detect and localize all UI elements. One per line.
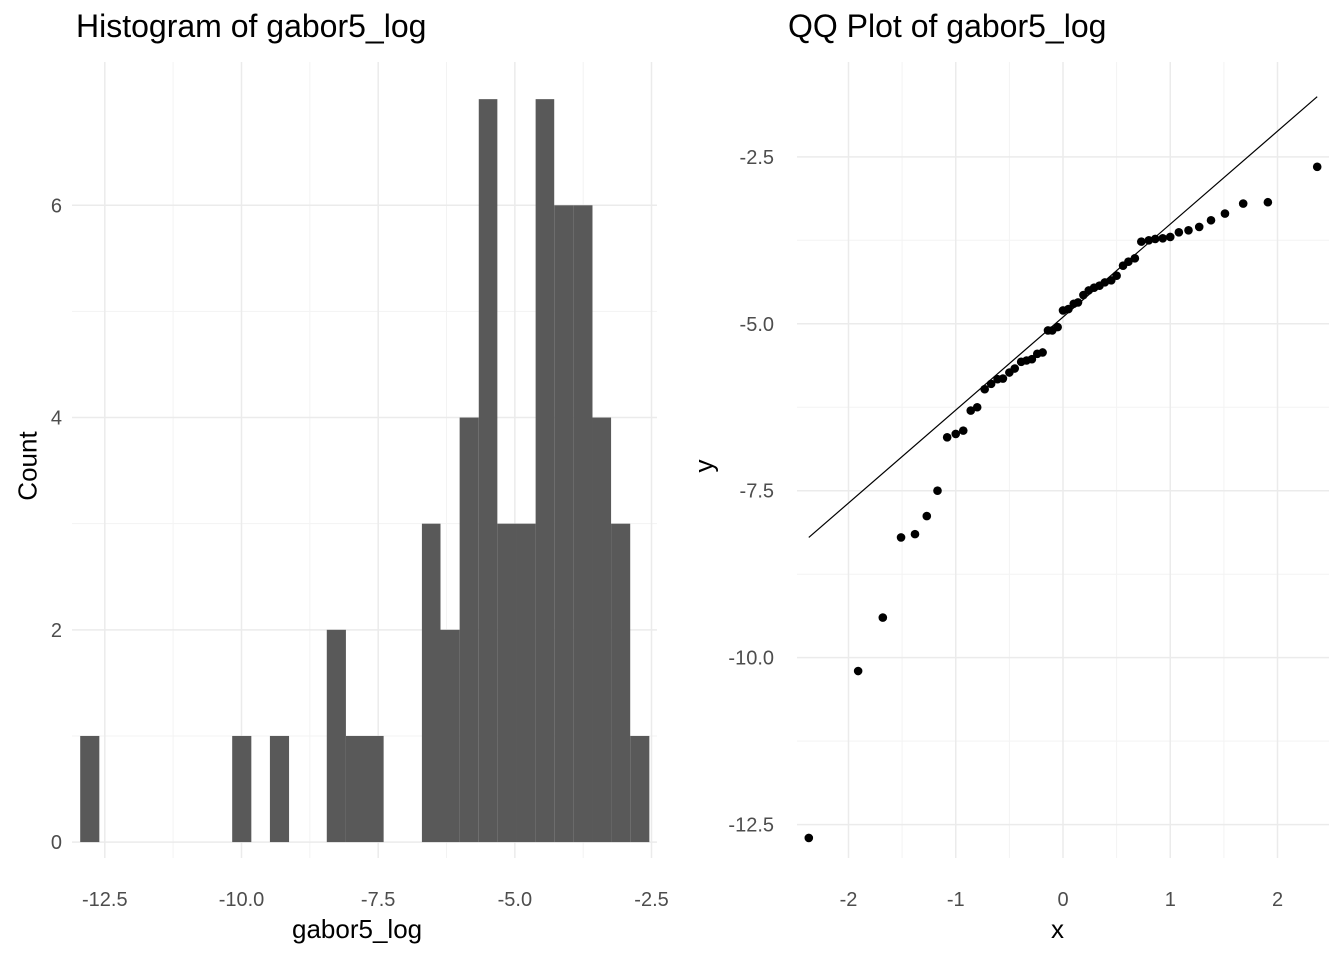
histogram-y-tick-label: 4 — [51, 408, 62, 430]
qq-point — [1053, 322, 1062, 332]
qq-point — [980, 384, 990, 394]
qq-point — [958, 426, 968, 435]
qq-point — [1073, 298, 1083, 307]
histogram-bar — [478, 99, 498, 843]
qq-point — [922, 511, 932, 521]
histogram-x-tick-label: -5.0 — [498, 889, 532, 911]
histogram-bar — [421, 523, 441, 843]
qq-point — [1238, 199, 1248, 208]
qq-point — [853, 666, 863, 676]
qq-point — [896, 533, 906, 542]
histogram-y-tick-labels: 0 2 4 6 — [51, 195, 62, 854]
qq-x-tick-label: 0 — [1057, 889, 1068, 911]
qq-reference-line — [808, 96, 1318, 538]
histogram-bar — [232, 735, 252, 843]
qq-point — [1136, 237, 1146, 246]
qq-point — [986, 379, 996, 389]
qq-y-axis-title: y — [688, 459, 719, 473]
histogram-bar — [630, 735, 650, 843]
qq-x-axis-title: x — [1051, 914, 1064, 944]
qq-y-tick-label: -10.0 — [728, 648, 774, 670]
histogram-bar — [440, 629, 460, 843]
qq-point — [966, 406, 976, 415]
qq-point — [1130, 254, 1140, 263]
qq-y-tick-labels: -12.5 -10.0 -7.5 -5.0 -2.5 — [728, 147, 774, 837]
qq-y-tick-label: -5.0 — [740, 314, 774, 336]
qq-point — [1027, 354, 1037, 364]
qq-point — [1206, 215, 1216, 225]
histogram-title: Histogram of gabor5_log — [76, 8, 427, 44]
qq-y-tick-label: -7.5 — [740, 481, 774, 503]
histogram-x-tick-label: -2.5 — [634, 889, 668, 911]
qq-point — [1263, 197, 1273, 207]
qq-point — [933, 486, 942, 496]
qq-x-tick-label: 1 — [1165, 889, 1176, 911]
histogram-y-tick-label: 6 — [51, 195, 62, 217]
qq-point — [1174, 227, 1184, 237]
histogram-bar — [611, 523, 631, 843]
qq-x-tick-labels: -2 -1 0 1 2 — [840, 889, 1283, 911]
qq-point — [1158, 233, 1168, 243]
qq-y-tick-label: -2.5 — [740, 147, 774, 169]
qq-point — [1144, 235, 1154, 245]
qq-point — [1124, 257, 1133, 266]
qq-x-tick-label: 2 — [1272, 889, 1283, 911]
histogram-bar — [364, 735, 384, 843]
qq-x-tick-label: -2 — [840, 889, 858, 911]
histogram-bar — [459, 417, 479, 843]
qq-point — [1165, 232, 1175, 242]
qq-point — [942, 432, 952, 442]
qq-point — [972, 402, 982, 412]
histogram-bar — [592, 417, 612, 843]
qq-point — [1184, 225, 1193, 235]
histogram-y-tick-label: 0 — [51, 832, 62, 854]
qq-point — [1150, 234, 1160, 244]
qq-point — [878, 613, 888, 622]
histogram-x-axis-title: gabor5_log — [292, 914, 423, 944]
qq-point — [1064, 304, 1073, 314]
histogram-y-axis-title: Count — [12, 431, 43, 501]
qq-y-tick-label: -12.5 — [728, 815, 774, 837]
histogram-bar — [326, 629, 346, 843]
qq-point — [1038, 348, 1047, 357]
histogram-bar — [80, 735, 100, 843]
histogram-bar — [345, 735, 365, 843]
histogram-x-tick-label: -12.5 — [82, 889, 128, 911]
histogram-bar — [554, 205, 574, 843]
qq-point — [1220, 209, 1230, 218]
histogram-bar — [516, 523, 536, 843]
histogram-bars — [80, 99, 650, 843]
histogram-bar — [269, 735, 290, 843]
qq-point — [951, 429, 961, 439]
qq-point — [1312, 162, 1322, 172]
histogram-bar — [497, 523, 517, 843]
qq-point — [1112, 271, 1121, 280]
qq-line-segment — [808, 96, 1318, 538]
histogram-bar — [535, 99, 555, 843]
histogram-x-tick-labels: -12.5 -10.0 -7.5 -5.0 -2.5 — [82, 889, 669, 911]
qq-point — [998, 374, 1008, 383]
qq-point — [804, 833, 814, 843]
histogram-bar — [573, 205, 593, 843]
qq-point — [1194, 222, 1204, 232]
histogram-y-tick-label: 2 — [51, 620, 62, 642]
qq-point — [910, 529, 920, 539]
qq-point — [1010, 364, 1020, 373]
qq-plot-title: QQ Plot of gabor5_log — [788, 8, 1107, 44]
histogram-x-tick-label: -10.0 — [219, 889, 265, 911]
qq-x-tick-label: -1 — [947, 889, 965, 911]
histogram-x-tick-label: -7.5 — [361, 889, 395, 911]
qq-points — [804, 162, 1322, 843]
qq-major-grid — [797, 62, 1329, 858]
